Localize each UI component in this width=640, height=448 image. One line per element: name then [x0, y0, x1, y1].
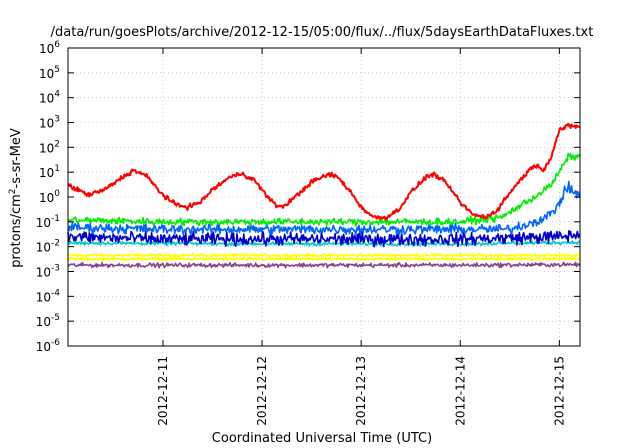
x-tick-labels: 2012-12-11 2012-12-12 2012-12-13 2012-12-14…: [156, 356, 566, 426]
y-tick-label: 103: [39, 115, 60, 131]
y-tick-label: 105: [39, 65, 60, 81]
y-tick-label: 10-1: [36, 214, 60, 230]
series-layer: [67, 122, 581, 269]
series-line: [67, 230, 581, 248]
x-tick-label: 2012-12-12: [255, 356, 269, 426]
series-line: [67, 256, 581, 262]
y-tick-labels: 10-6 10-5 10-4 10-3 10-2 10-1 100 101 102 103 104 1…: [36, 40, 61, 354]
series-line: [67, 152, 581, 227]
y-tick-label: 10-3: [36, 264, 60, 280]
y-tick-label: 10-4: [36, 288, 61, 304]
series-line: [67, 180, 581, 236]
x-tick-label: 2012-12-11: [156, 356, 170, 426]
x-axis-label: Coordinated Universal Time (UTC): [212, 431, 432, 446]
series-line: [67, 252, 581, 259]
x-tick-label: 2012-12-15: [552, 356, 566, 426]
y-tick-label: 101: [39, 164, 60, 180]
axis-ticks: [68, 47, 580, 347]
grid-lines: [68, 48, 580, 346]
y-tick-label: 100: [39, 189, 60, 205]
y-tick-label: 106: [39, 40, 60, 56]
y-tick-label: 10-2: [36, 239, 60, 255]
y-tick-label: 104: [39, 90, 60, 106]
chart-title: /data/run/goesPlots/archive/2012-12-15/0…: [51, 25, 594, 40]
y-tick-label: 102: [39, 139, 60, 155]
x-tick-label: 2012-12-13: [354, 356, 368, 426]
series-line: [67, 240, 581, 247]
series-line: [67, 122, 581, 221]
series-line: [67, 261, 581, 269]
y-tick-label: 10-6: [36, 338, 61, 354]
y-tick-label: 10-5: [36, 313, 60, 329]
x-tick-label: 2012-12-14: [453, 356, 467, 426]
y-axis-label: protons/cm2-s-sr-MeV: [8, 128, 24, 268]
